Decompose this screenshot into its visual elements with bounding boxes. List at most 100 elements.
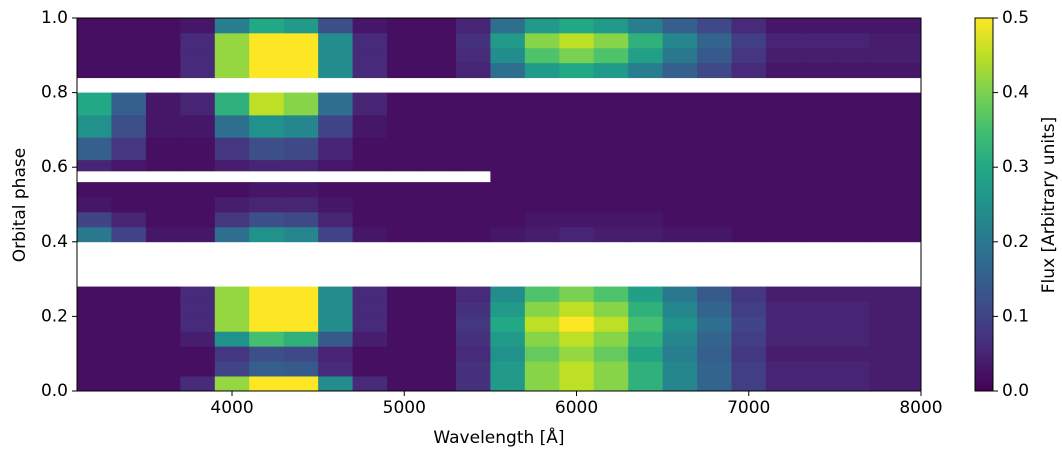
- heatmap-cell: [490, 170, 526, 183]
- heatmap-cell: [765, 114, 801, 138]
- heatmap-cell: [77, 376, 112, 392]
- heatmap-cell: [593, 346, 629, 362]
- colorbar-tick-label: 0.4: [1002, 83, 1029, 103]
- heatmap-cell: [628, 301, 664, 317]
- heatmap-cell: [662, 114, 698, 138]
- heatmap-cell: [524, 32, 560, 49]
- heatmap-cell: [249, 62, 285, 79]
- heatmap-cell: [421, 18, 457, 34]
- x-tick-label: 4000: [210, 398, 253, 418]
- heatmap-cell: [77, 346, 112, 362]
- heatmap-cell: [834, 159, 870, 172]
- heatmap-cell: [318, 346, 353, 362]
- heatmap-cell: [111, 226, 147, 243]
- heatmap-cell: [834, 376, 870, 392]
- heatmap-cell: [628, 159, 664, 172]
- heatmap-cell: [111, 137, 147, 161]
- heatmap-cell: [352, 47, 388, 64]
- heatmap-cell: [318, 301, 353, 317]
- heatmap-cell: [593, 114, 629, 138]
- heatmap-cell: [249, 331, 285, 347]
- heatmap-cell: [352, 182, 388, 198]
- heatmap-cell: [352, 32, 388, 49]
- heatmap-cell: [180, 361, 216, 377]
- heatmap-cell: [283, 137, 319, 161]
- heatmap-cell: [387, 331, 422, 347]
- heatmap-cell: [697, 170, 732, 183]
- heatmap-cell: [352, 137, 388, 161]
- heatmap-cell: [800, 376, 836, 392]
- heatmap-cell: [283, 211, 319, 228]
- heatmap-cell: [421, 159, 457, 172]
- heatmap-cell: [765, 182, 801, 198]
- heatmap-cell: [352, 18, 388, 34]
- heatmap-cell: [869, 376, 922, 392]
- heatmap-cell: [111, 286, 147, 302]
- colorbar-tick-label: 0.1: [1002, 306, 1029, 326]
- heatmap-cell: [283, 182, 319, 198]
- heatmap-cell: [214, 301, 250, 317]
- heatmap-cell: [697, 361, 732, 377]
- heatmap-cell: [490, 346, 526, 362]
- heatmap-cell: [731, 159, 767, 172]
- heatmap-cell: [593, 32, 629, 49]
- heatmap-cell: [731, 301, 767, 317]
- heatmap-cell: [180, 62, 216, 79]
- heatmap-cell: [593, 361, 629, 377]
- heatmap-cell: [455, 114, 491, 138]
- heatmap-cell: [421, 92, 457, 116]
- heatmap-cell: [697, 47, 732, 64]
- heatmap-cell: [662, 182, 698, 198]
- heatmap-cell: [145, 137, 181, 161]
- heatmap-cell: [249, 211, 285, 228]
- heatmap-cell: [628, 197, 664, 213]
- heatmap-cell: [490, 182, 526, 198]
- heatmap-cell: [111, 197, 147, 213]
- heatmap-cell: [77, 182, 112, 198]
- heatmap-cell: [77, 159, 112, 172]
- heatmap-cell: [765, 170, 801, 183]
- heatmap-cell: [559, 361, 595, 377]
- heatmap-cell: [869, 346, 922, 362]
- heatmap-cell: [628, 137, 664, 161]
- heatmap-cell: [77, 301, 112, 317]
- heatmap-cell: [214, 331, 250, 347]
- heatmap-cell: [593, 170, 629, 183]
- heatmap-cell: [318, 47, 353, 64]
- heatmap-cell: [731, 137, 767, 161]
- heatmap-cell: [593, 92, 629, 116]
- heatmap-cell: [318, 114, 353, 138]
- heatmap-cell: [111, 182, 147, 198]
- heatmap-cell: [869, 301, 922, 317]
- heatmap-cell: [352, 361, 388, 377]
- heatmap-cell: [421, 137, 457, 161]
- heatmap-cell: [214, 211, 250, 228]
- heatmap-cell: [249, 137, 285, 161]
- heatmap-cell: [249, 376, 285, 392]
- heatmap-cell: [765, 137, 801, 161]
- heatmap-cell: [800, 159, 836, 172]
- heatmap-cell: [628, 62, 664, 79]
- heatmap-cell: [559, 301, 595, 317]
- heatmap-cell: [283, 376, 319, 392]
- heatmap-cell: [283, 331, 319, 347]
- y-tick-label: 0.4: [41, 232, 68, 252]
- heatmap-cell: [731, 32, 767, 49]
- heatmap-cell: [559, 114, 595, 138]
- heatmap-cell: [524, 286, 560, 302]
- y-tick-label: 0.6: [41, 157, 68, 177]
- x-axis-label: Wavelength [Å]: [433, 426, 564, 448]
- heatmap-cell: [421, 376, 457, 392]
- heatmap-cell: [77, 18, 112, 34]
- heatmap-cell: [214, 226, 250, 243]
- heatmap-cell: [283, 197, 319, 213]
- heatmap-cell: [180, 18, 216, 34]
- y-tick-label: 0.0: [41, 381, 68, 401]
- heatmap-cell: [421, 316, 457, 332]
- heatmap-cell: [318, 92, 353, 116]
- heatmap-cell: [731, 62, 767, 79]
- heatmap-cell: [214, 197, 250, 213]
- heatmap-cell: [869, 137, 922, 161]
- heatmap-cell: [662, 62, 698, 79]
- heatmap-cell: [765, 92, 801, 116]
